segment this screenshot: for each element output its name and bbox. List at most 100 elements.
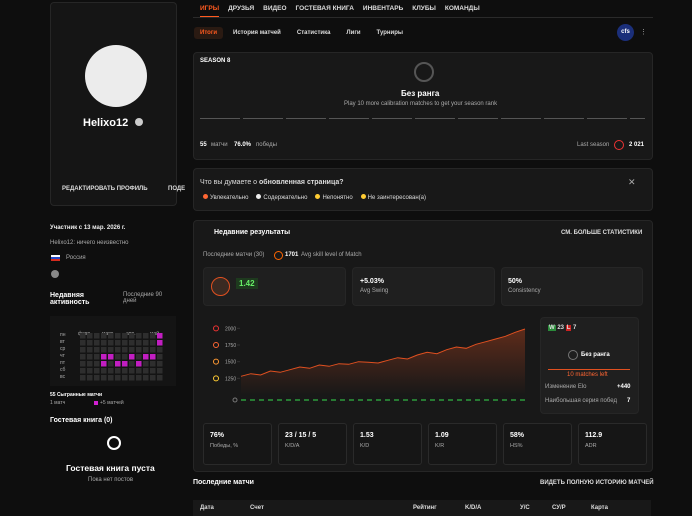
level-badge: [211, 277, 230, 296]
stat-box: [353, 423, 422, 465]
tab[interactable]: ГОСТЕВАЯ КНИГА: [295, 5, 354, 12]
legend-max: +5 матчей: [100, 400, 124, 406]
country: Россия: [66, 255, 86, 261]
heat-cell: [136, 354, 142, 360]
change-label: Изменение Elo: [545, 384, 587, 390]
activity-period: Последние 90 дней: [123, 292, 163, 304]
heat-cell: [129, 340, 135, 346]
day: пн: [60, 332, 66, 338]
heat-cell: [115, 368, 121, 374]
subtab[interactable]: Статистика: [296, 30, 331, 36]
heat-cell: [94, 375, 100, 381]
poll-options: Увлекательно Содержательно Непонятно Не заи…: [203, 194, 434, 201]
heat-cell: [143, 361, 149, 367]
calibration-bar: [200, 118, 645, 119]
tab[interactable]: ИГРЫ: [200, 5, 220, 17]
heat-cell: [108, 340, 114, 346]
heat-cell: [150, 340, 156, 346]
season-rank: Без ранга: [401, 89, 440, 98]
card-value: 1.42: [236, 278, 258, 289]
poll-option[interactable]: Содержательно: [256, 194, 307, 201]
subtab[interactable]: История матчей: [233, 30, 281, 36]
heat-cell: [129, 333, 135, 339]
tab[interactable]: ВИДЕО: [263, 5, 287, 12]
about: Helixo12: ничего неизвестно: [50, 240, 129, 246]
losses: 7: [573, 325, 577, 331]
heat-cell: [129, 368, 135, 374]
matches-title: Последние матчи: [193, 479, 254, 486]
share[interactable]: ПОДЕ: [168, 186, 186, 192]
all-matches[interactable]: ВИДЕТЬ ПОЛНУЮ ИСТОРИЮ МАТЧЕЙ: [540, 480, 654, 486]
heat-cell: [80, 361, 86, 367]
heat-cell: [136, 361, 142, 367]
heat-cell: [122, 361, 128, 367]
option-icon: [315, 194, 321, 199]
heat-cell: [115, 347, 121, 353]
poll-option[interactable]: Непонятно: [315, 194, 353, 201]
tab[interactable]: КЛУБЫ: [412, 5, 436, 12]
y-tick-label: 2000: [225, 326, 236, 332]
days: пн вт ср чт пт сб вс: [60, 332, 65, 381]
column-header: Счет: [250, 505, 264, 511]
heat-cell: [80, 347, 86, 353]
tab[interactable]: ДРУЗЬЯ: [228, 5, 255, 12]
matches-left: 10 matches left: [567, 372, 608, 378]
stat-box: [428, 423, 497, 465]
day: вс: [60, 374, 66, 380]
heat-cell: [101, 347, 107, 353]
badge[interactable]: cfs: [617, 24, 634, 41]
close[interactable]: ✕: [628, 177, 636, 187]
stat-label: K/R: [435, 443, 445, 449]
heat-cell: [157, 375, 163, 381]
poll-option[interactable]: Не заинтересован(а): [360, 194, 426, 201]
heat-cell: [157, 354, 163, 360]
heat-cell: [143, 340, 149, 346]
heat-cell: [108, 361, 114, 367]
column-header: Дата: [200, 505, 214, 511]
heat-cell: [87, 347, 93, 353]
subtab[interactable]: Итоги: [194, 27, 224, 39]
poll-option[interactable]: Увлекательно: [203, 194, 248, 201]
wins: 23: [557, 325, 565, 331]
guestbook-title: Гостевая книга (0): [50, 417, 113, 424]
table-header: [193, 500, 651, 516]
heat-cell: [129, 354, 135, 360]
heat-cell: [101, 333, 107, 339]
heat-cell: [136, 368, 142, 374]
subtab[interactable]: Лиги: [346, 30, 361, 36]
poll-q: Что вы думаете о: [200, 179, 258, 186]
heat-cell: [101, 361, 107, 367]
subtab[interactable]: Турниры: [376, 30, 403, 36]
card: [352, 267, 495, 306]
w: W: [548, 325, 556, 331]
heat-cell: [115, 340, 121, 346]
heatmap: [80, 333, 163, 381]
column-header: Карта: [591, 505, 608, 511]
heat-cell: [122, 354, 128, 360]
heat-cell: [143, 375, 149, 381]
heat-cell: [101, 340, 107, 346]
y-tick-label: 1500: [225, 360, 236, 366]
edit-profile[interactable]: РЕДАКТИРОВАТЬ ПРОФИЛЬ: [62, 186, 148, 192]
option-icon: [256, 194, 262, 199]
poll-subject: обновленная страница?: [259, 179, 344, 186]
heat-cell: [108, 375, 114, 381]
heat-cell: [108, 347, 114, 353]
stat-value: 76%: [210, 432, 225, 439]
heat-cell: [122, 375, 128, 381]
heat-cell: [122, 340, 128, 346]
season-label: SEASON 8: [200, 58, 231, 64]
tab[interactable]: ИНВЕНТАРЬ: [362, 5, 404, 12]
avg: 1701: [285, 252, 299, 258]
heat-cell: [94, 368, 100, 374]
elo-panel: [540, 317, 639, 414]
winrate: 76.0%: [234, 142, 252, 148]
more-stats[interactable]: СМ. БОЛЬШЕ СТАТИСТИКИ: [561, 230, 643, 236]
day: чт: [60, 353, 65, 359]
option-text: Непонятно: [322, 195, 353, 201]
menu-dots[interactable]: ⋮: [640, 29, 647, 36]
tab[interactable]: КОМАНДЫ: [444, 5, 480, 12]
steam-icon: [51, 270, 59, 278]
heat-cell: [150, 361, 156, 367]
